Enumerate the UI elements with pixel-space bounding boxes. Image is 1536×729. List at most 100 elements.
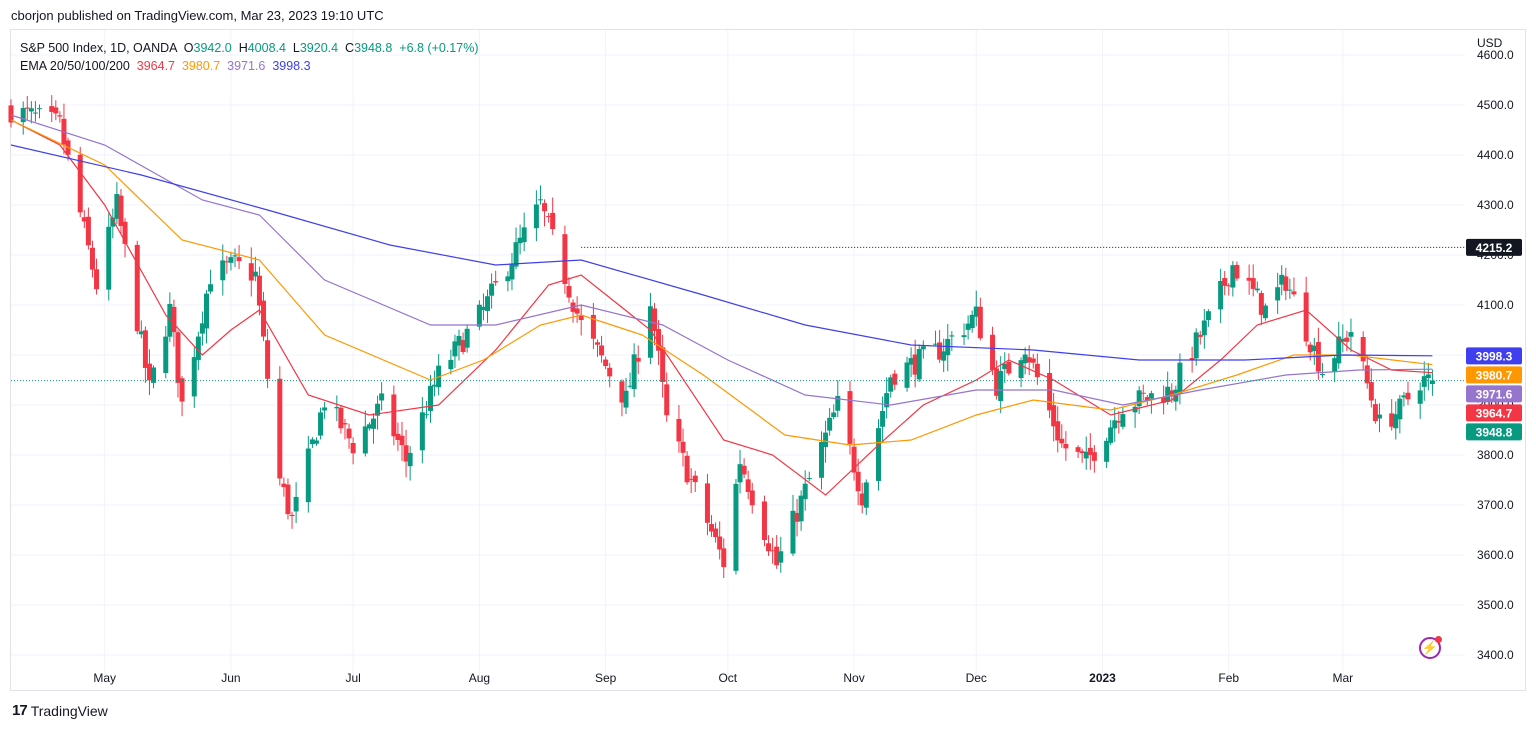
candle-body[interactable]: [517, 237, 523, 244]
candle-body[interactable]: [8, 105, 14, 123]
candle-body[interactable]: [863, 482, 869, 508]
candle-body[interactable]: [362, 426, 368, 454]
candle-body[interactable]: [163, 336, 169, 373]
candle-body[interactable]: [151, 367, 157, 383]
candle-body[interactable]: [1006, 361, 1012, 374]
candle-body[interactable]: [305, 448, 311, 503]
ema-line[interactable]: [10, 119, 1433, 496]
candle-body[interactable]: [342, 423, 348, 425]
candle-body[interactable]: [191, 357, 197, 397]
candle-body[interactable]: [904, 362, 910, 388]
candle-body[interactable]: [790, 510, 796, 554]
candle-body[interactable]: [1177, 362, 1183, 394]
candle-body[interactable]: [916, 349, 922, 380]
candle-body[interactable]: [261, 300, 267, 337]
candle-body[interactable]: [322, 407, 328, 411]
candle-body[interactable]: [1429, 380, 1435, 384]
legend-ema-label[interactable]: EMA 20/50/100/200: [20, 59, 130, 73]
candle-body[interactable]: [973, 306, 979, 317]
candle-body[interactable]: [1275, 287, 1281, 301]
candle-body[interactable]: [1034, 363, 1040, 378]
candle-body[interactable]: [1401, 395, 1407, 398]
candle-body[interactable]: [407, 452, 413, 467]
candle-body[interactable]: [656, 329, 662, 351]
candle-body[interactable]: [737, 464, 743, 483]
candle-body[interactable]: [1287, 289, 1293, 291]
candle-body[interactable]: [741, 465, 747, 475]
candle-body[interactable]: [949, 335, 955, 337]
candle-body[interactable]: [395, 433, 401, 440]
candle-body[interactable]: [423, 414, 429, 416]
candle-body[interactable]: [505, 276, 511, 282]
candle-body[interactable]: [599, 345, 605, 356]
candle-body[interactable]: [1405, 392, 1411, 400]
candle-body[interactable]: [546, 216, 552, 218]
candle-body[interactable]: [770, 550, 776, 552]
candle-body[interactable]: [256, 275, 262, 306]
candle-body[interactable]: [1230, 265, 1236, 288]
candle-body[interactable]: [94, 269, 100, 290]
candle-body[interactable]: [717, 536, 723, 550]
candle-body[interactable]: [1364, 365, 1370, 384]
candle-body[interactable]: [428, 385, 434, 411]
candle-body[interactable]: [37, 108, 43, 110]
candle-body[interactable]: [1368, 382, 1374, 401]
candle-body[interactable]: [1087, 447, 1093, 455]
candle-body[interactable]: [350, 442, 356, 454]
candle-body[interactable]: [1112, 420, 1118, 429]
candle-body[interactable]: [1018, 360, 1024, 378]
candle-body[interactable]: [366, 424, 372, 429]
candle-body[interactable]: [635, 357, 641, 362]
legend-ema-row[interactable]: EMA 20/50/100/200 3964.7 3980.7 3971.6 3…: [20, 57, 478, 75]
candle-body[interactable]: [1091, 452, 1097, 461]
candle-body[interactable]: [391, 394, 397, 437]
candle-body[interactable]: [313, 440, 319, 444]
candle-body[interactable]: [859, 493, 865, 506]
candle-body[interactable]: [1079, 451, 1085, 454]
candle-body[interactable]: [806, 477, 812, 479]
candle-body[interactable]: [236, 257, 242, 262]
candle-body[interactable]: [1246, 277, 1252, 281]
legend-ohlc-row[interactable]: S&P 500 Index, 1D, OANDA O3942.0 H4008.4…: [20, 39, 478, 57]
candle-body[interactable]: [452, 341, 458, 357]
candle-body[interactable]: [1344, 337, 1350, 342]
candle-body[interactable]: [28, 108, 34, 112]
candle-body[interactable]: [766, 543, 772, 552]
candle-body[interactable]: [1083, 451, 1089, 459]
candle-body[interactable]: [195, 336, 201, 361]
candle-body[interactable]: [1393, 414, 1399, 429]
candle-body[interactable]: [1218, 280, 1224, 310]
candle-body[interactable]: [704, 483, 710, 523]
candle-body[interactable]: [676, 418, 682, 442]
candle-body[interactable]: [1173, 389, 1179, 402]
candle-body[interactable]: [134, 244, 140, 332]
candle-body[interactable]: [660, 347, 666, 383]
candle-body[interactable]: [171, 306, 177, 333]
candle-body[interactable]: [1148, 393, 1154, 399]
candle-body[interactable]: [823, 432, 829, 447]
candle-body[interactable]: [1197, 334, 1203, 337]
candle-body[interactable]: [578, 314, 584, 320]
candle-body[interactable]: [664, 384, 670, 416]
candle-body[interactable]: [1303, 292, 1309, 342]
candle-body[interactable]: [892, 373, 898, 385]
candle-body[interactable]: [89, 247, 95, 270]
candle-body[interactable]: [1332, 358, 1338, 373]
candle-body[interactable]: [1389, 413, 1395, 427]
candle-body[interactable]: [1250, 278, 1256, 289]
candle-body[interactable]: [114, 194, 120, 219]
candle-body[interactable]: [228, 257, 234, 263]
candle-body[interactable]: [1189, 358, 1195, 361]
candle-body[interactable]: [110, 217, 116, 227]
candle-body[interactable]: [961, 335, 967, 338]
candle-body[interactable]: [346, 428, 352, 439]
candle-body[interactable]: [1226, 285, 1232, 287]
candle-body[interactable]: [289, 514, 295, 517]
candle-body[interactable]: [460, 340, 466, 353]
candle-body[interactable]: [802, 483, 808, 500]
candle-body[interactable]: [318, 412, 324, 436]
candle-body[interactable]: [118, 195, 124, 226]
candle-body[interactable]: [542, 203, 548, 212]
candle-body[interactable]: [855, 471, 861, 492]
